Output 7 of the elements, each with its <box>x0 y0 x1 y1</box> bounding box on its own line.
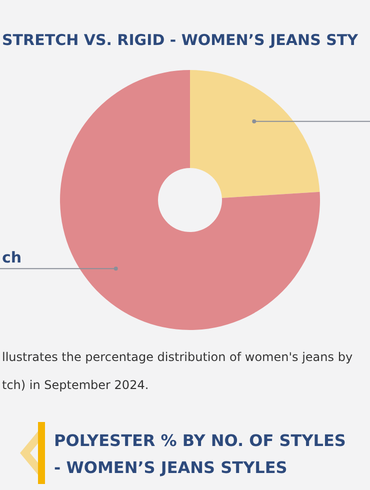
donut-slice <box>60 70 320 330</box>
chart-title: STRETCH VS. RIGID - WOMEN’S JEANS STY <box>2 31 358 49</box>
text: POLYESTER % BY NO. OF STYLES - WOMEN’S JEANS STYLES <box>54 430 347 479</box>
text: tch) in September 2024. <box>2 377 150 394</box>
donut-slice <box>190 70 320 198</box>
text: llustrates the percentage distribution of women's jeans by <box>2 349 354 366</box>
slice-label: ch <box>2 248 22 267</box>
